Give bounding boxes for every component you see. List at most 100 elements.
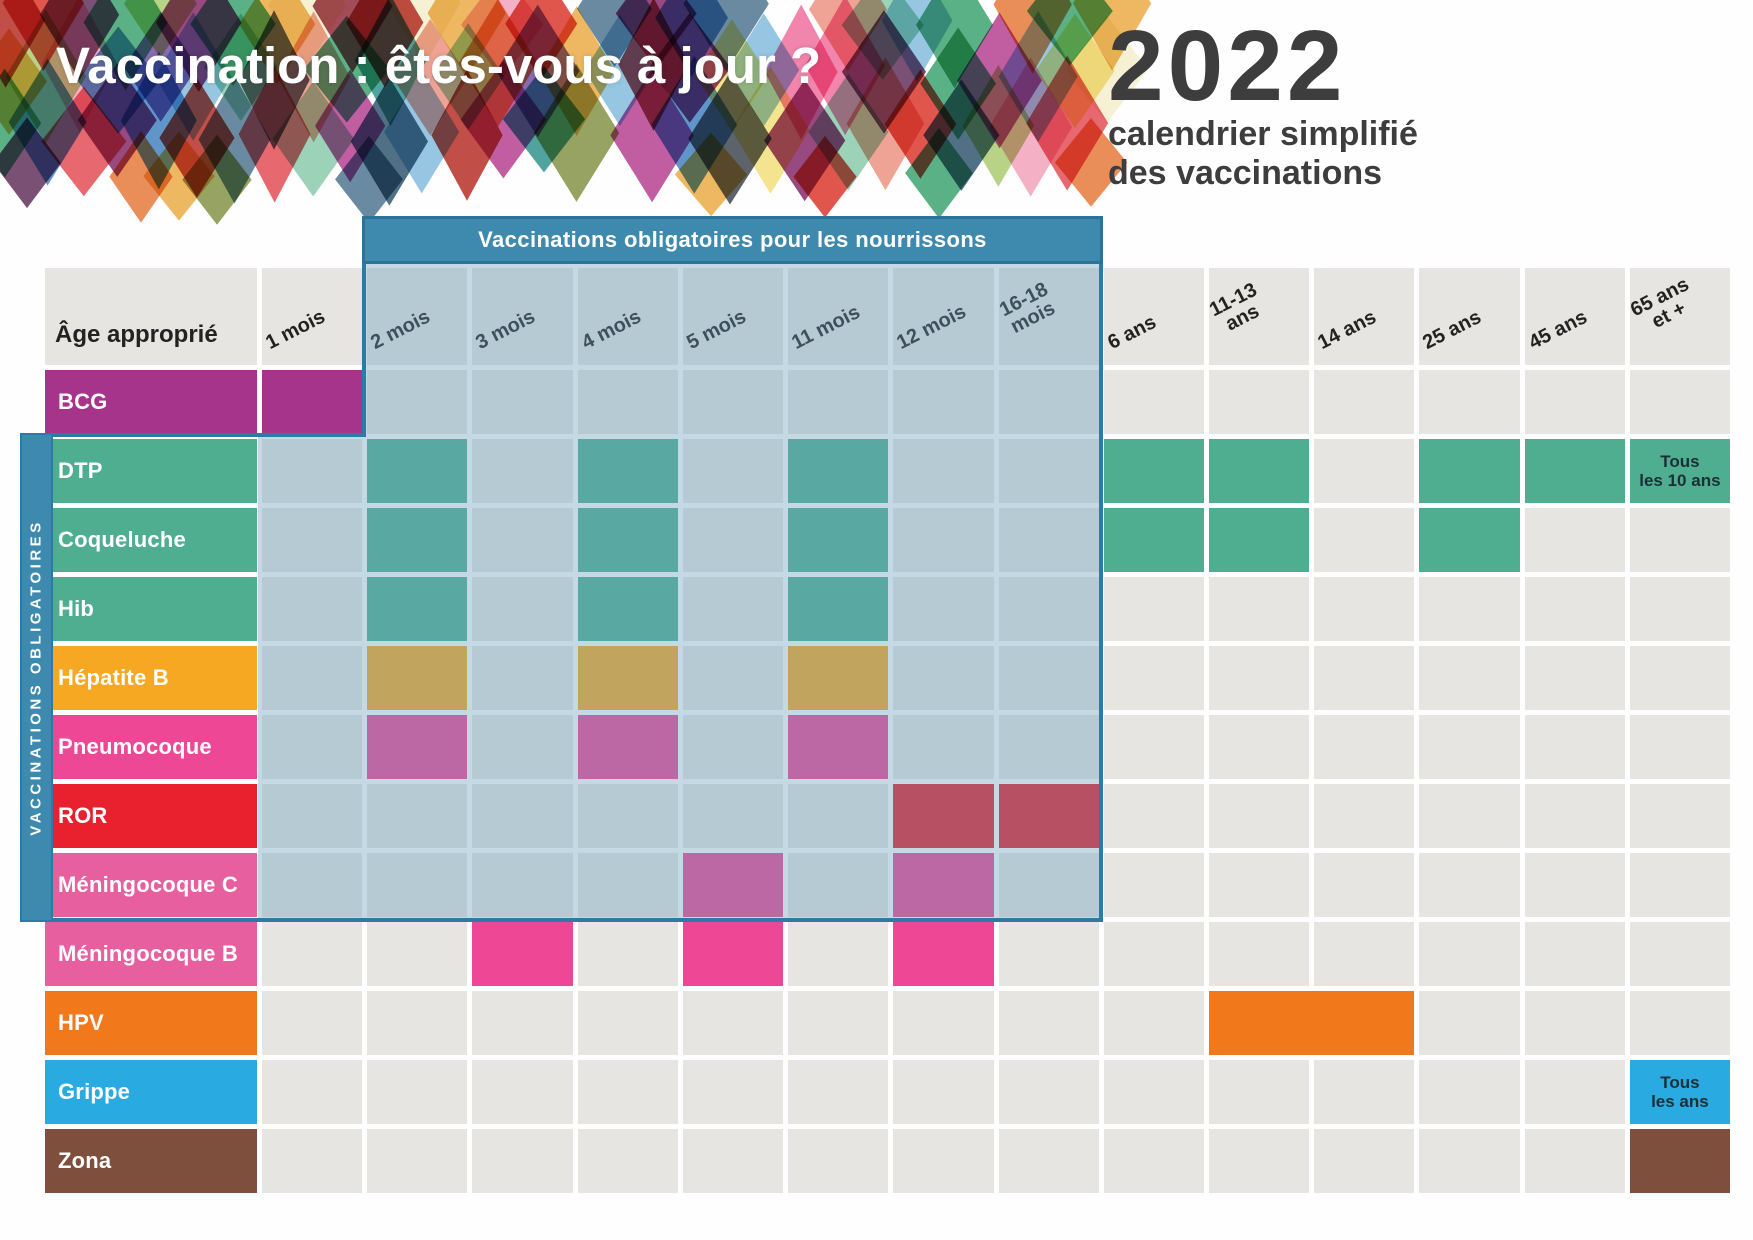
row-label: Zona <box>45 1129 257 1193</box>
empty-cell <box>262 646 363 710</box>
column-header: 16-18 mois <box>996 268 1099 365</box>
empty-cell <box>893 577 994 641</box>
row-label: BCG <box>45 370 257 434</box>
row-label: ROR <box>45 784 257 848</box>
empty-cell <box>682 646 784 710</box>
column-header-label: 11-13 ans <box>1205 279 1263 337</box>
empty-cell <box>472 784 573 848</box>
empty-cell <box>1629 991 1730 1055</box>
vaccine-dose-cell <box>577 577 678 641</box>
empty-cell <box>788 853 889 917</box>
empty-cell <box>262 991 363 1055</box>
column-header: 1 mois <box>262 268 363 365</box>
empty-cell <box>998 1129 1099 1193</box>
empty-cell <box>1524 922 1625 986</box>
column-header: 6 ans <box>1103 268 1204 365</box>
empty-cell <box>682 577 784 641</box>
vaccine-dose-cell <box>577 508 678 572</box>
vaccine-dose-cell <box>1419 508 1520 572</box>
empty-cell <box>472 508 573 572</box>
corner-label: Âge approprié <box>55 321 218 348</box>
banner-diamond <box>533 64 620 202</box>
calendar-subtitle-line1: calendrier simplifié <box>1108 115 1418 153</box>
empty-cell <box>1629 646 1730 710</box>
empty-cell <box>472 439 573 503</box>
empty-cell <box>1314 646 1415 710</box>
vaccine-dose-cell <box>367 439 468 503</box>
vaccine-dose-cell: Tous les ans <box>1629 1060 1730 1124</box>
row-label: Pneumocoque <box>45 715 257 779</box>
vaccine-dose-cell <box>367 715 468 779</box>
year-label: 2022 <box>1108 10 1347 122</box>
vaccine-dose-cell <box>682 922 784 986</box>
empty-cell <box>1103 922 1204 986</box>
vaccine-dose-cell <box>788 646 889 710</box>
banner-diamond <box>688 72 772 205</box>
empty-cell <box>472 646 573 710</box>
vaccine-dose-cell <box>893 922 994 986</box>
banner-diamond <box>764 4 838 140</box>
empty-cell <box>1419 577 1520 641</box>
empty-cell <box>367 1129 468 1193</box>
empty-cell <box>788 922 889 986</box>
column-header: 14 ans <box>1314 268 1415 365</box>
vaccine-dose-cell <box>1419 439 1520 503</box>
empty-cell <box>1208 370 1310 434</box>
empty-cell <box>893 646 994 710</box>
empty-cell <box>1629 853 1730 917</box>
vaccine-dose-cell <box>367 577 468 641</box>
empty-cell <box>1103 370 1204 434</box>
empty-cell <box>367 853 468 917</box>
empty-cell <box>472 1129 573 1193</box>
empty-cell <box>893 991 994 1055</box>
column-header-label: 5 mois <box>683 305 750 354</box>
empty-cell <box>1314 1060 1415 1124</box>
banner-diamond <box>198 75 271 204</box>
empty-cell <box>1524 370 1625 434</box>
column-header-label: 12 mois <box>893 300 970 354</box>
empty-cell <box>682 991 784 1055</box>
empty-cell <box>262 784 363 848</box>
empty-cell <box>1208 715 1310 779</box>
empty-cell <box>1103 991 1204 1055</box>
column-header: 4 mois <box>577 268 678 365</box>
empty-cell <box>998 1060 1099 1124</box>
empty-cell <box>262 922 363 986</box>
vaccine-dose-cell <box>577 715 678 779</box>
empty-cell <box>472 853 573 917</box>
empty-cell <box>1419 922 1520 986</box>
vaccine-dose-cell <box>577 439 678 503</box>
row-label: Méningocoque C <box>45 853 257 917</box>
empty-cell <box>1208 1060 1310 1124</box>
vaccine-dose-cell <box>262 370 363 434</box>
vaccine-dose-cell <box>788 508 889 572</box>
empty-cell <box>1524 853 1625 917</box>
empty-cell <box>1314 922 1415 986</box>
empty-cell <box>1314 439 1415 503</box>
vaccination-schedule-table: Âge approprié 1 mois 2 mois 3 mois 4 mois 5 m… <box>45 268 1730 1193</box>
vaccine-dose-cell <box>1208 508 1310 572</box>
empty-cell <box>893 715 994 779</box>
column-header: 3 mois <box>472 268 573 365</box>
column-header-label: 25 ans <box>1419 305 1486 354</box>
empty-cell <box>788 784 889 848</box>
empty-cell <box>472 1060 573 1124</box>
empty-cell <box>577 784 678 848</box>
column-header-label: 11 mois <box>788 300 864 354</box>
vaccine-dose-cell <box>367 646 468 710</box>
empty-cell <box>1524 508 1625 572</box>
vaccine-dose-cell <box>1208 991 1415 1055</box>
column-header: 25 ans <box>1419 268 1520 365</box>
year-block: 2022 calendrier simplifié des vaccinatio… <box>1108 10 1418 193</box>
vaccine-dose-cell <box>998 784 1099 848</box>
empty-cell <box>577 1129 678 1193</box>
empty-cell <box>893 1060 994 1124</box>
column-header-label: 65 ans et + <box>1626 273 1693 334</box>
banner-diamond <box>303 15 390 123</box>
banner-diamond <box>350 77 429 206</box>
column-header: 11-13 ans <box>1205 268 1310 365</box>
empty-cell <box>998 370 1099 434</box>
cell-note: Tous les 10 ans <box>1639 451 1721 490</box>
empty-cell <box>788 370 889 434</box>
column-header: 2 mois <box>367 268 468 365</box>
